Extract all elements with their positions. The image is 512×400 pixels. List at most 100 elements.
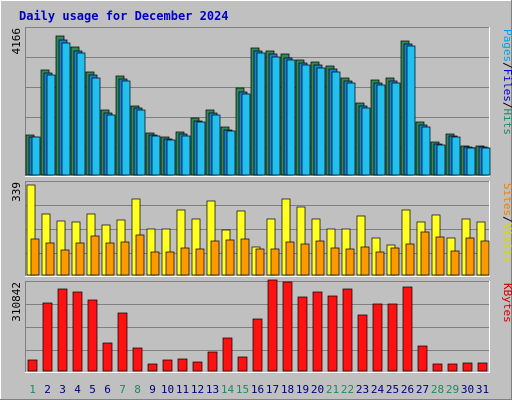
panel-legend: Sites/Visits <box>501 183 512 263</box>
bar-kbytes-day-19 <box>297 296 308 372</box>
day-label-18: 18 <box>281 383 294 396</box>
bar-kbytes-day-23 <box>357 314 368 372</box>
day-label-3: 3 <box>59 383 66 396</box>
bar-pages-day-27 <box>421 126 431 176</box>
day-label-10: 10 <box>161 383 174 396</box>
day-label-15: 15 <box>236 383 249 396</box>
bar-sites-day-29 <box>450 250 460 276</box>
bar-sites-day-15 <box>240 238 250 276</box>
bar-kbytes-day-28 <box>432 363 443 372</box>
bar-pages-day-31 <box>481 147 491 176</box>
bar-kbytes-day-31 <box>477 362 488 372</box>
bar-kbytes-day-25 <box>387 303 398 372</box>
bar-sites-day-5 <box>90 235 100 276</box>
bar-pages-day-23 <box>361 107 371 176</box>
day-label-19: 19 <box>296 383 309 396</box>
day-label-28: 28 <box>431 383 444 396</box>
day-label-27: 27 <box>416 383 429 396</box>
day-label-24: 24 <box>371 383 385 396</box>
bar-sites-day-16 <box>255 248 265 276</box>
bar-sites-day-25 <box>390 247 400 276</box>
legend-entry: / <box>501 216 512 223</box>
day-label-22: 22 <box>341 383 354 396</box>
bar-kbytes-day-9 <box>147 363 158 372</box>
bar-sites-day-22 <box>345 248 355 276</box>
bar-pages-day-10 <box>166 139 176 176</box>
bar-sites-day-7 <box>120 241 130 276</box>
bar-sites-day-17 <box>270 248 280 276</box>
bar-kbytes-day-30 <box>462 362 473 372</box>
day-label-26: 26 <box>401 383 414 396</box>
day-label-2: 2 <box>44 383 51 396</box>
day-label-7: 7 <box>119 383 126 396</box>
bar-kbytes-day-12 <box>192 361 203 372</box>
legend-entry: Visits <box>501 223 512 263</box>
bar-pages-day-12 <box>196 121 206 176</box>
bar-sites-day-10 <box>165 251 175 276</box>
day-label-20: 20 <box>311 383 324 396</box>
bar-pages-day-26 <box>406 45 416 176</box>
bar-pages-day-29 <box>451 136 461 176</box>
bar-sites-day-28 <box>435 236 445 276</box>
bar-kbytes-day-5 <box>87 299 98 372</box>
bar-sites-day-30 <box>465 237 475 276</box>
legend-entry: Files <box>501 69 512 102</box>
panel-legend: KBytes <box>501 283 512 323</box>
bar-sites-day-4 <box>75 242 85 276</box>
bar-kbytes-day-15 <box>237 356 248 372</box>
bar-pages-day-21 <box>331 71 341 176</box>
day-label-4: 4 <box>74 383 81 396</box>
bar-kbytes-day-10 <box>162 359 173 372</box>
bar-sites-day-23 <box>360 246 370 276</box>
bar-pages-day-15 <box>241 93 251 176</box>
day-label-29: 29 <box>446 383 459 396</box>
day-label-16: 16 <box>251 383 264 396</box>
bar-sites-day-12 <box>195 248 205 276</box>
bar-kbytes-day-18 <box>282 281 293 372</box>
bar-sites-day-6 <box>105 242 115 276</box>
chart-panels: 4166Pages/Files/Hits339Sites/Visits31084… <box>10 27 512 373</box>
bar-kbytes-day-6 <box>102 342 113 372</box>
bar-sites-day-11 <box>180 247 190 276</box>
bar-sites-day-31 <box>480 240 490 276</box>
bar-pages-day-5 <box>91 77 101 176</box>
bar-pages-day-9 <box>151 135 161 176</box>
bar-kbytes-day-22 <box>342 288 353 372</box>
legend-entry: Pages <box>501 29 512 62</box>
legend-entry: KBytes <box>501 283 512 323</box>
bar-pages-day-7 <box>121 80 131 176</box>
bar-sites-day-1 <box>30 238 40 276</box>
bar-pages-day-6 <box>106 114 116 176</box>
bar-kbytes-day-4 <box>72 291 83 372</box>
bar-pages-day-20 <box>316 67 326 176</box>
day-label-11: 11 <box>176 383 189 396</box>
bar-kbytes-day-14 <box>222 337 233 372</box>
day-label-31: 31 <box>476 383 489 396</box>
bar-kbytes-day-11 <box>177 358 188 372</box>
legend-entry: Sites <box>501 183 512 216</box>
bar-kbytes-day-26 <box>402 286 413 372</box>
bar-kbytes-day-3 <box>57 288 68 372</box>
bar-pages-day-18 <box>286 59 296 176</box>
bar-sites-day-21 <box>330 247 340 276</box>
bar-sites-day-19 <box>300 243 310 276</box>
bar-pages-day-14 <box>226 130 236 176</box>
bar-kbytes-day-17 <box>267 279 278 372</box>
day-label-5: 5 <box>89 383 96 396</box>
bar-pages-day-4 <box>76 52 86 176</box>
day-label-8: 8 <box>134 383 141 396</box>
bar-pages-day-13 <box>211 114 221 176</box>
bar-kbytes-day-29 <box>447 363 458 372</box>
bar-kbytes-day-27 <box>417 345 428 372</box>
legend-entry: Hits <box>501 109 512 136</box>
bar-pages-day-3 <box>61 42 71 176</box>
day-label-6: 6 <box>104 383 111 396</box>
day-label-30: 30 <box>461 383 474 396</box>
day-labels: 1 2 3 4 5 6 7 8 9 10 11 12 13 14 15 16 17 18 19 20 21 22 23 24 2… <box>29 383 489 396</box>
bar-pages-day-16 <box>256 52 266 176</box>
bar-pages-day-19 <box>301 64 311 176</box>
panel-3: 310842 KBytes <box>10 279 512 373</box>
bar-pages-day-2 <box>46 74 56 176</box>
